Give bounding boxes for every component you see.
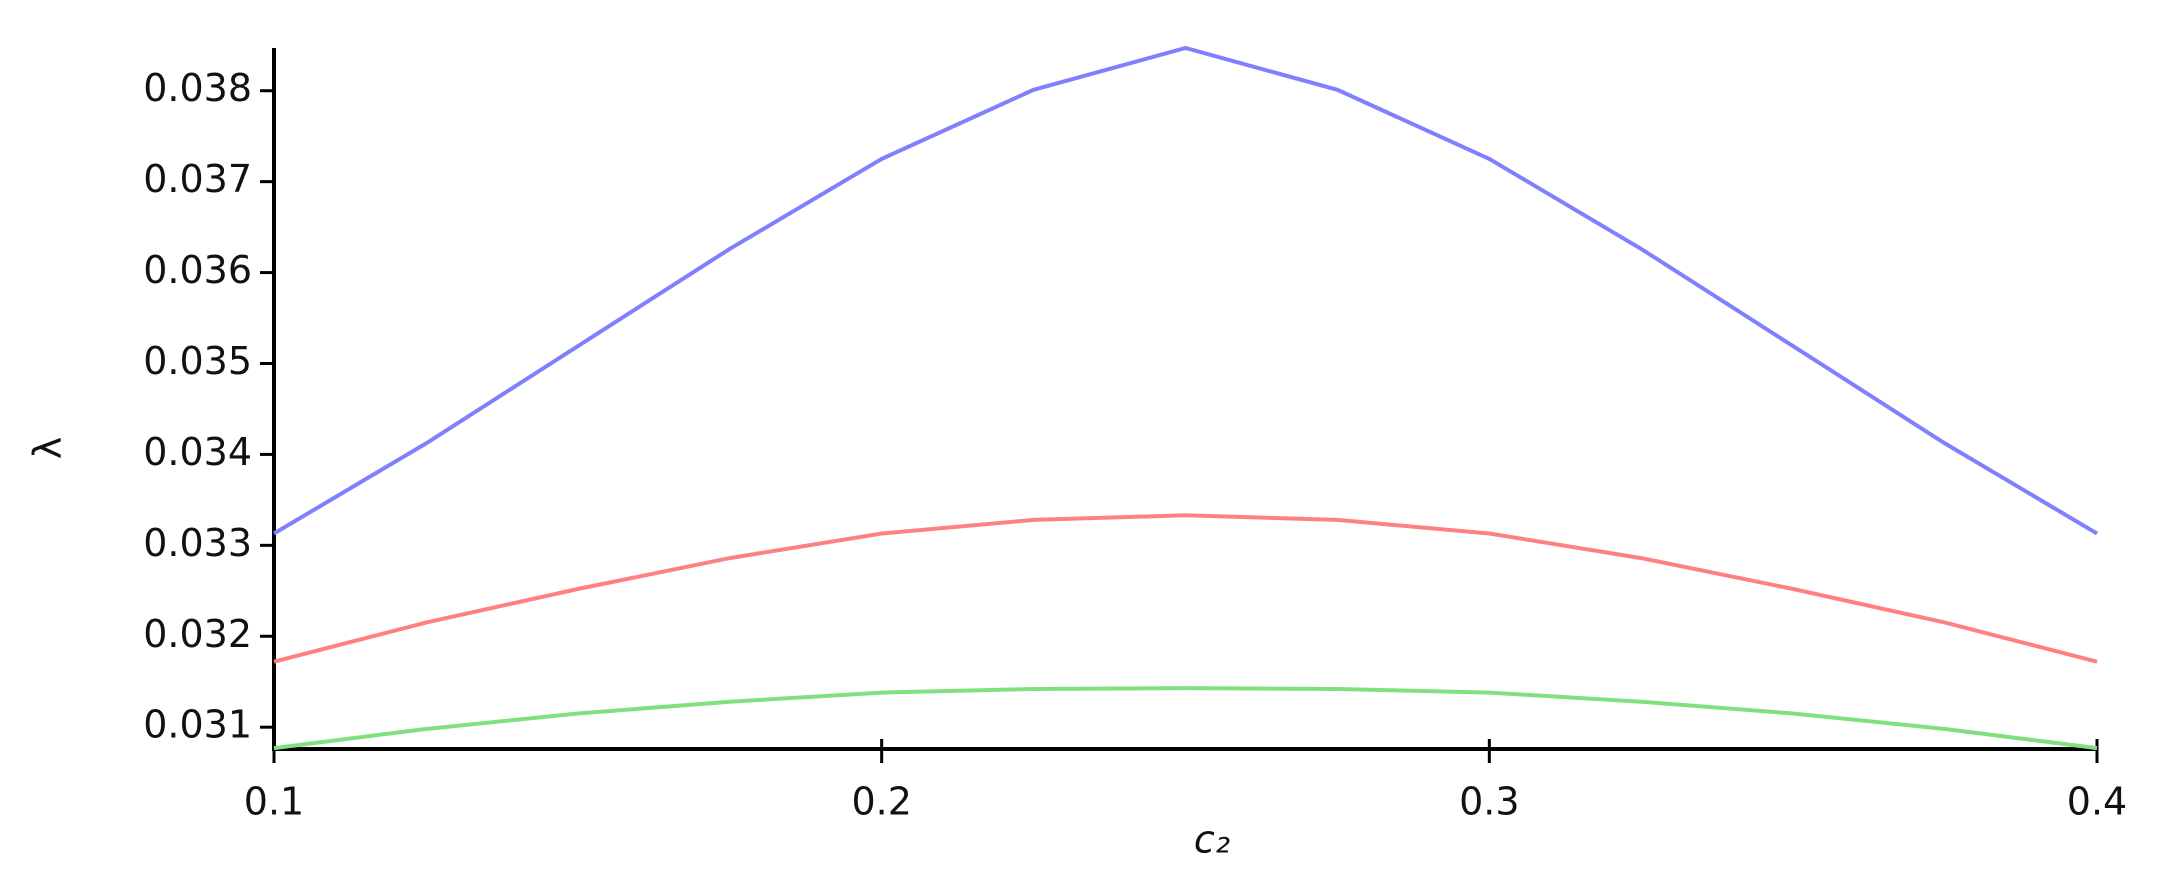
y-tick-label: 0.038 (143, 66, 252, 110)
y-tick-label: 0.037 (143, 157, 252, 201)
series-line (273, 513, 2098, 664)
y-axis-label: λ (26, 437, 70, 460)
y-tick-label: 0.036 (143, 248, 252, 292)
y-tick-label: 0.033 (143, 521, 252, 565)
y-tick-label: 0.032 (143, 612, 252, 656)
x-tick-label: 0.4 (2067, 780, 2127, 824)
series-line (273, 686, 2098, 751)
x-tick-label: 0.2 (851, 780, 911, 824)
y-tick-label: 0.031 (143, 703, 252, 747)
x-tick-label: 0.3 (1459, 780, 1519, 824)
y-tick-label: 0.035 (143, 339, 252, 383)
y-tick-label: 0.034 (143, 430, 252, 474)
x-axis-label: c₂ (1194, 818, 1230, 862)
x-tick-label: 0.1 (244, 780, 304, 824)
series-line (272, 45, 2099, 536)
